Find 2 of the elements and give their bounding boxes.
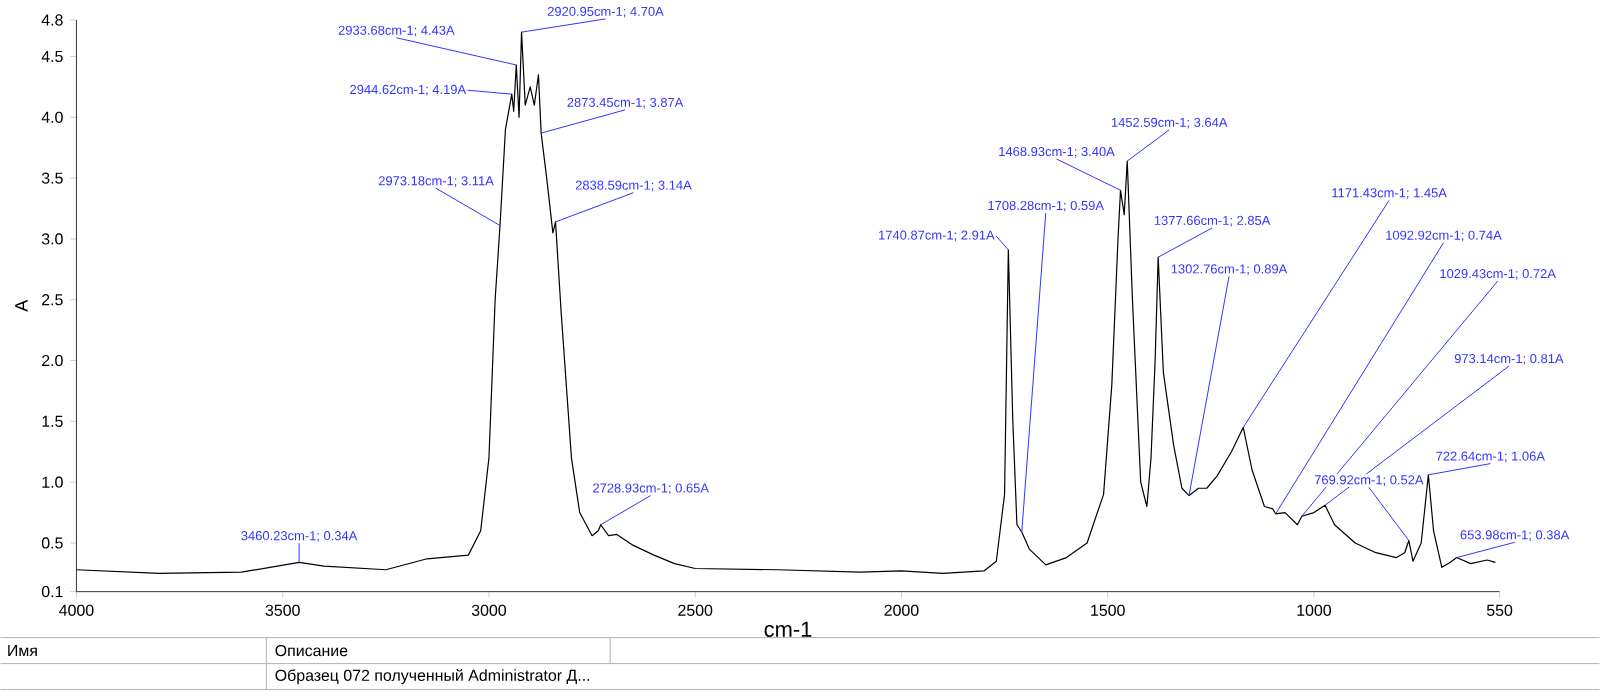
y-axis-title: A — [15, 300, 28, 312]
x-axis-title: cm-1 — [764, 621, 812, 638]
